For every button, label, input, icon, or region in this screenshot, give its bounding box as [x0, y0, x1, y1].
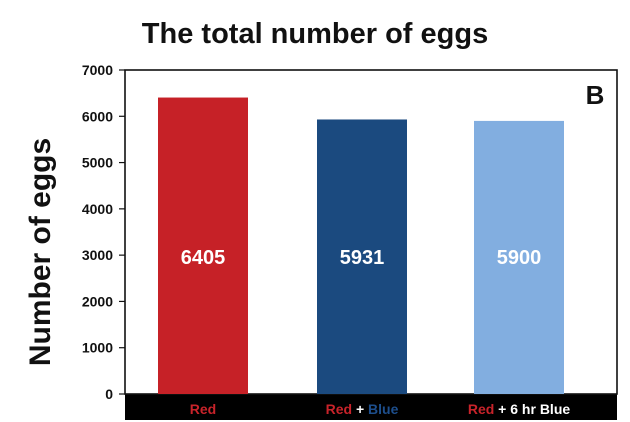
y-tick-label: 4000	[82, 201, 113, 217]
y-axis-label: Number of eggs	[24, 138, 57, 366]
x-tick-label-part: Red	[468, 401, 494, 417]
x-tick-label: Red	[190, 401, 216, 417]
bar-value-label: 5900	[497, 247, 542, 269]
bar	[158, 97, 248, 394]
bar	[317, 119, 407, 394]
bar-value-label: 6405	[181, 247, 226, 269]
y-tick-label: 5000	[82, 155, 113, 171]
x-tick-label-part: Red	[190, 401, 216, 417]
y-tick-label: 7000	[82, 62, 113, 78]
x-tick-label-part: Red	[326, 401, 352, 417]
y-tick-label: 0	[105, 386, 113, 402]
y-tick-label: 1000	[82, 340, 113, 356]
panel-label: B	[586, 80, 605, 110]
x-tick-label-part: Blue	[368, 401, 399, 417]
y-tick-label: 3000	[82, 247, 113, 263]
bar-value-label: 5931	[340, 247, 385, 269]
bar	[474, 120, 564, 395]
x-tick-label-part: +	[352, 401, 368, 417]
x-tick-label-part: + 6 hr Blue	[494, 401, 570, 417]
y-tick-label: 6000	[82, 108, 113, 124]
y-tick-label: 2000	[82, 293, 113, 309]
category-band	[125, 394, 617, 420]
x-tick-label: Red + Blue	[326, 401, 399, 417]
chart-title: The total number of eggs	[141, 18, 489, 50]
x-tick-label: Red + 6 hr Blue	[468, 401, 571, 417]
